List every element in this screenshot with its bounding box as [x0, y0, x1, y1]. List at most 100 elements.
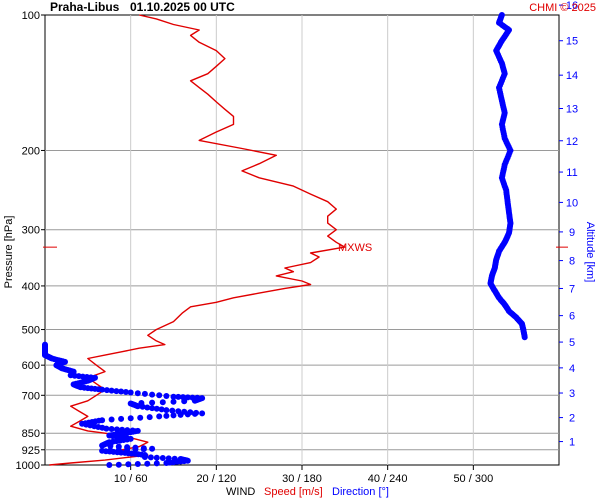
direction-point: [177, 456, 184, 462]
direction-point: [156, 413, 163, 420]
grid-lines: [45, 15, 559, 465]
direction-point: [99, 417, 106, 424]
direction-point: [189, 394, 196, 401]
direction-point: [146, 414, 153, 421]
direction-point: [159, 399, 166, 406]
wind-label: WIND: [226, 486, 255, 498]
pressure-tick-label: 400: [22, 281, 40, 293]
direction-point: [170, 398, 177, 405]
direction-point: [175, 393, 182, 400]
direction-label: Direction [°]: [332, 486, 389, 498]
left-axis-label: Pressure [hPa]: [3, 216, 15, 289]
direction-point: [134, 390, 141, 397]
direction-point: [199, 410, 206, 417]
pressure-tick-label: 200: [22, 145, 40, 157]
series-layer: [42, 12, 528, 468]
direction-point: [125, 461, 132, 468]
direction-point: [165, 455, 172, 462]
direction-point: [107, 447, 114, 454]
speed-tick-label: 50 / 300: [453, 473, 493, 485]
mxws-marker: MXWS: [43, 242, 568, 254]
direction-point: [187, 409, 194, 416]
direction-point: [149, 445, 156, 452]
direction-point: [153, 460, 160, 467]
altitude-tick-label: 6: [569, 311, 575, 323]
speed-series-line: [49, 14, 346, 466]
direction-point: [127, 400, 134, 407]
pressure-tick-label: 850: [22, 428, 40, 440]
direction-point: [127, 415, 134, 422]
direction-point: [115, 461, 122, 468]
altitude-tick-label: 14: [566, 70, 578, 82]
altitude-tick-label: 11: [566, 167, 577, 179]
direction-point: [193, 409, 200, 416]
direction-point: [149, 391, 156, 398]
direction-point: [113, 426, 120, 433]
direction-point: [153, 405, 160, 412]
altitude-tick-label: 4: [569, 363, 575, 375]
right-axis-label: Altitude [km]: [584, 222, 596, 283]
pressure-tick-label: 600: [22, 360, 40, 372]
direction-point: [498, 12, 505, 18]
altitude-tick-label: 10: [566, 197, 578, 209]
pressure-tick-label: 100: [22, 10, 40, 22]
direction-point: [134, 427, 141, 434]
direction-point: [144, 460, 151, 467]
direction-point: [118, 388, 125, 395]
direction-point: [127, 389, 134, 396]
altitude-tick-label: 8: [569, 256, 575, 268]
direction-point: [134, 461, 141, 467]
direction-point: [137, 414, 144, 421]
direction-point: [138, 400, 145, 406]
direction-point: [124, 427, 131, 434]
direction-point: [124, 444, 131, 451]
altitude-tick-label: 1: [569, 437, 575, 449]
direction-point: [115, 443, 122, 450]
direction-point: [132, 444, 139, 451]
direction-point: [163, 407, 170, 414]
direction-point: [108, 426, 115, 432]
pressure-tick-label: 500: [22, 325, 40, 337]
direction-point: [113, 388, 120, 395]
direction-point: [180, 394, 186, 401]
direction-point: [144, 404, 151, 411]
direction-point: [158, 406, 165, 413]
pressure-tick-label: 300: [22, 225, 40, 237]
altitude-tick-label: 2: [569, 413, 575, 425]
direction-point: [147, 454, 154, 461]
direction-point: [149, 399, 156, 406]
credit-label: CHMI © 2025: [529, 2, 596, 14]
direction-point: [175, 408, 182, 415]
direction-point: [42, 341, 48, 348]
direction-point: [122, 389, 129, 395]
direction-point: [141, 390, 148, 397]
direction-point: [170, 412, 177, 419]
altitude-tick-label: 7: [569, 283, 575, 295]
direction-point: [159, 455, 166, 461]
direction-point: [199, 395, 206, 402]
chart-title-station: Praha-Libus: [50, 0, 120, 14]
direction-point: [118, 415, 125, 422]
speed-tick-label: 10 / 60: [114, 473, 148, 485]
direction-point: [194, 394, 201, 401]
direction-point: [106, 462, 113, 468]
direction-point: [119, 426, 126, 433]
direction-point: [171, 455, 178, 462]
direction-point: [163, 412, 170, 419]
pressure-tick-label: 1000: [16, 460, 40, 472]
direction-point: [103, 387, 110, 394]
direction-point: [170, 393, 177, 400]
speed-label: Speed [m/s]: [264, 486, 323, 498]
speed-tick-label: 20 / 120: [196, 473, 236, 485]
direction-point: [163, 393, 170, 399]
altitude-tick-label: 15: [566, 36, 578, 48]
direction-series: [42, 12, 528, 468]
direction-point: [181, 408, 188, 415]
altitude-tick-label: 12: [566, 136, 578, 148]
direction-point: [140, 445, 147, 452]
altitude-tick-label: 9: [569, 227, 575, 239]
speed-tick-label: 30 / 180: [282, 473, 322, 485]
altitude-tick-label: 3: [569, 388, 575, 400]
direction-point: [149, 405, 156, 412]
